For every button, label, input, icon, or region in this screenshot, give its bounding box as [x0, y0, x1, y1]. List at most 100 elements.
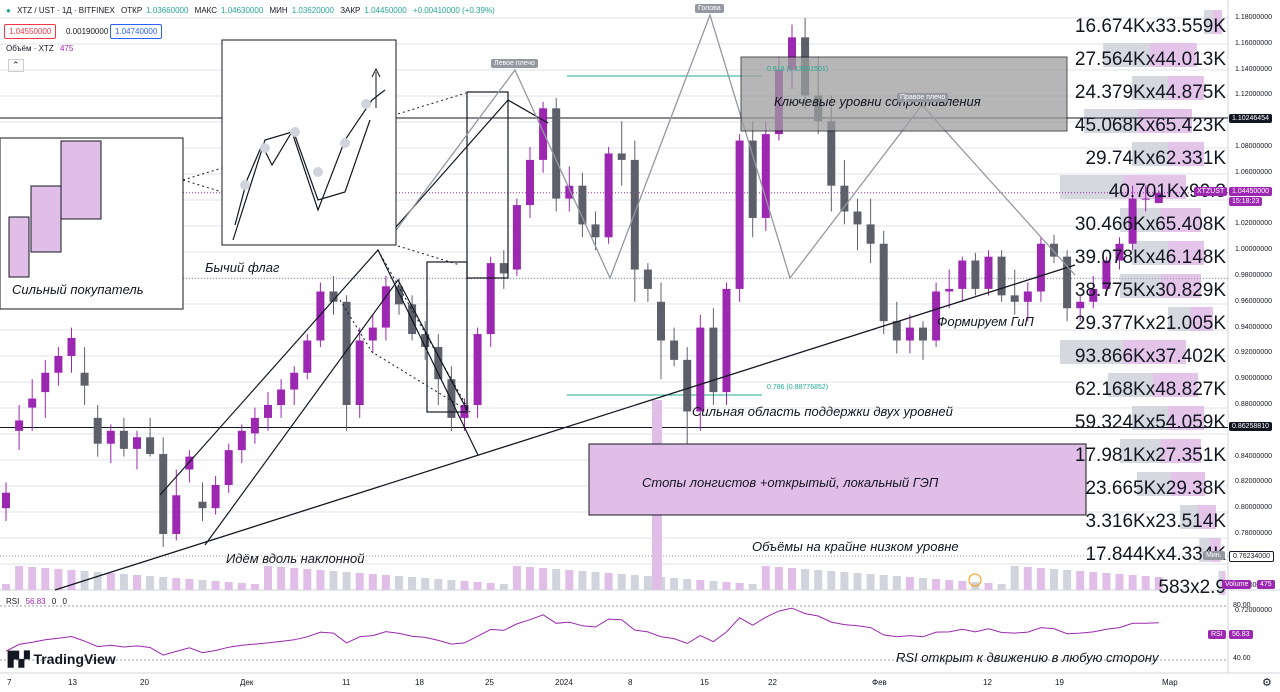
candle-body — [15, 420, 24, 431]
volume-bar — [329, 571, 338, 590]
bid-price-box[interactable]: 1.04550000 — [4, 24, 57, 39]
last-price-badge: 1.04450000 — [1229, 187, 1272, 196]
volume-profile-label: 27.564Kx44.013K — [1074, 49, 1226, 70]
inset-pivot — [361, 99, 371, 109]
volume-bar — [368, 574, 377, 590]
countdown-badge: 15:18:23 — [1229, 197, 1263, 206]
volume-profile-bar-up — [1160, 274, 1201, 298]
annotation-along-incline: Идём вдоль наклонной — [226, 551, 365, 566]
volume-profile-bar-up — [1213, 10, 1222, 34]
wedge-upper — [159, 248, 479, 496]
volume-profile-bar-down — [1103, 43, 1150, 67]
volume-profile-bar-up — [1210, 538, 1221, 562]
price-tick-label: 0.84000000 — [1235, 452, 1272, 460]
candle-body — [1102, 260, 1111, 289]
symbol-dot-icon: ● — [6, 6, 11, 15]
volume-bar — [106, 573, 115, 590]
volume-profile-bar-down — [1136, 472, 1171, 496]
volume-bar — [119, 574, 128, 590]
volume-profile-label: 40.701Kx90.3 — [1108, 181, 1226, 202]
volume-bar — [814, 570, 823, 590]
volume-profile-label: 3.316Kx23.514K — [1085, 511, 1226, 532]
volume-label-badge: Volume — [1222, 580, 1252, 589]
candle-body — [1154, 192, 1163, 203]
inset-candle-1 — [8, 216, 30, 278]
volume-bar — [853, 573, 862, 590]
candle-body — [984, 256, 993, 289]
callout-dotted-3 — [339, 249, 471, 413]
candle-body — [316, 291, 325, 341]
volume-profile-label: 29.74Kx62.331K — [1085, 148, 1226, 169]
settings-gear-icon[interactable]: ⚙ — [1262, 677, 1272, 689]
candle-body — [526, 159, 534, 206]
inset-flag-lower — [234, 119, 371, 226]
candle-body — [355, 340, 364, 405]
volume-profile-bar-down — [1199, 538, 1210, 562]
date-tick-label: 15 — [700, 678, 709, 687]
ask-price-box[interactable]: 1.04740000 — [110, 24, 163, 39]
volume-bar — [264, 566, 272, 590]
price-tick-label: 0.80000000 — [1235, 504, 1272, 512]
volume-bar — [486, 583, 495, 590]
volume-bar — [512, 566, 521, 590]
annotation-low-volume: Объёмы на крайне низком уровне — [752, 539, 959, 554]
candle-body — [329, 291, 338, 302]
volume-bar — [1154, 577, 1163, 590]
volume-profile-bar-up — [1160, 208, 1201, 232]
collapse-chevron-icon[interactable]: ⌃ — [8, 59, 24, 72]
volume-bar — [643, 576, 652, 590]
high-label: МАКС — [194, 6, 218, 15]
label-right-shoulder: Правое плечо — [897, 93, 949, 102]
volume-profile-label: 16.674Kx33.559K — [1074, 16, 1226, 37]
inset-pivot — [290, 127, 300, 137]
volume-bar — [93, 572, 102, 590]
rsi-label-badge: RSI — [1208, 630, 1226, 639]
volume-profile-bar-down — [1168, 307, 1191, 331]
label-left-shoulder: Левое плечо — [491, 59, 538, 68]
candle-body — [879, 243, 888, 322]
candle-body — [958, 260, 967, 289]
volume-bar — [670, 578, 679, 590]
volume-bar — [1063, 570, 1072, 590]
volume-bar — [683, 579, 692, 590]
candle-body — [1076, 301, 1085, 309]
volume-bar — [473, 582, 482, 590]
volume-bar — [801, 569, 810, 590]
candle-body — [1010, 295, 1019, 302]
candle-body — [133, 437, 141, 449]
price-tick-label: 0.74000000 — [1235, 581, 1272, 589]
volume-bar — [604, 573, 613, 590]
volume-bar — [460, 581, 469, 590]
candle-body — [892, 321, 901, 341]
date-tick-label: 12 — [983, 678, 992, 687]
label-head: Голова — [695, 4, 724, 13]
annotation-rsi-open: RSI открыт к движению в любую сторону — [896, 650, 1159, 665]
volume-bar — [630, 575, 639, 590]
candle-body — [971, 260, 980, 289]
price-tick-label: 1.12000000 — [1235, 91, 1272, 99]
volume-profile-bar-down — [1120, 439, 1161, 463]
min-label-badge: Мин. — [1203, 551, 1225, 560]
volume-bar — [866, 574, 875, 590]
volume-bar — [185, 579, 194, 590]
volume-profile-label: 583x2.9 — [1158, 577, 1226, 598]
high-value: 1.04630000 — [221, 6, 264, 15]
volume-bar — [788, 568, 796, 590]
price-tick-label: 1.06000000 — [1235, 168, 1272, 176]
symbol-title[interactable]: XTZ / UST · 1Д · BITFINEX — [17, 6, 115, 15]
volume-bar — [15, 566, 24, 590]
tradingview-logo[interactable]: ▛▞ TradingView — [8, 651, 116, 668]
volume-bar — [408, 577, 417, 590]
volume-bar — [905, 577, 914, 590]
candle-body — [290, 372, 299, 390]
volume-bar — [997, 584, 1006, 590]
volume-legend-label: Объём · XTZ — [6, 44, 54, 53]
candle-body — [1115, 243, 1124, 261]
candle-body — [342, 301, 351, 405]
volume-profile-bar-up — [1168, 142, 1204, 166]
volume-bar — [316, 570, 325, 590]
rsi-line — [5, 607, 1159, 656]
volume-profile-bar-up — [1160, 439, 1201, 463]
candle-body — [840, 185, 849, 212]
